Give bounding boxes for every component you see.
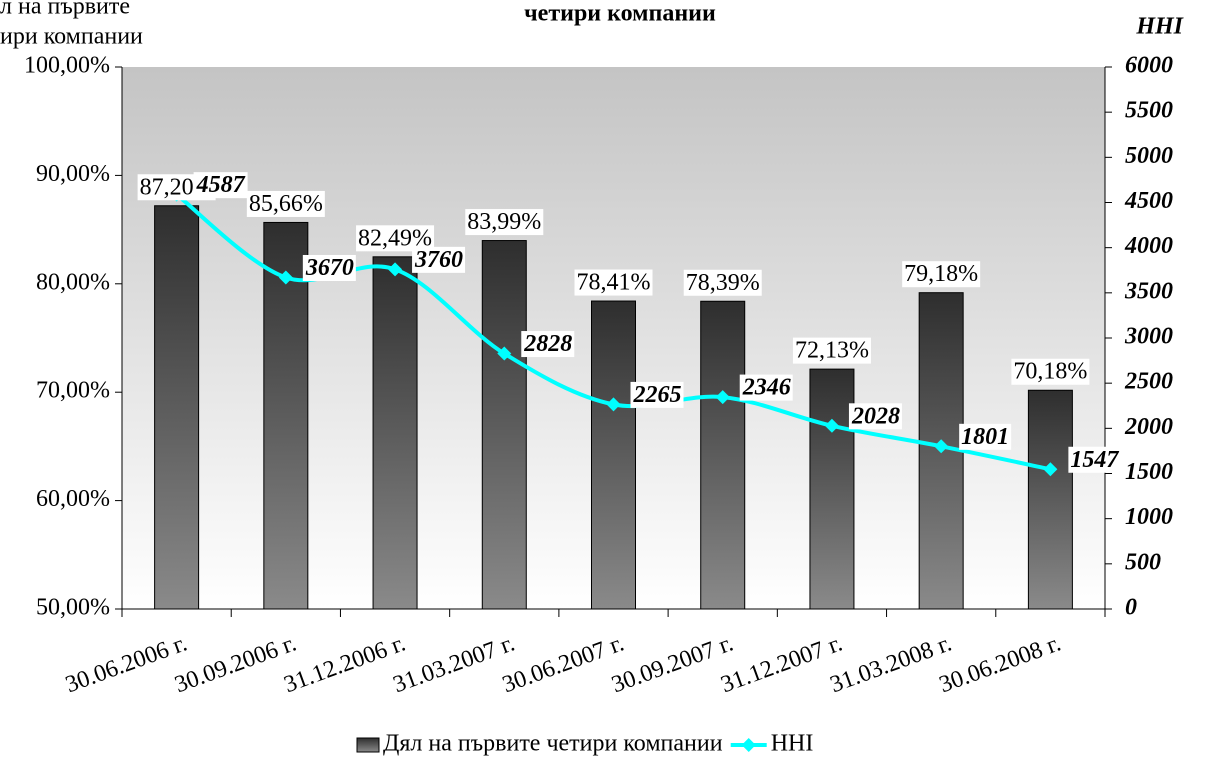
data-label: 70,18% (1013, 359, 1087, 385)
data-label: 78,41% (577, 270, 651, 296)
label-box (630, 381, 684, 408)
bar (263, 221, 309, 610)
label-box (792, 337, 871, 364)
data-label: 2828 (523, 331, 572, 357)
label-box (848, 403, 902, 430)
y2-tick-label: 2500 (1124, 369, 1173, 395)
bar (591, 300, 636, 610)
y-tick-label: 80,00% (36, 269, 110, 295)
label-box (1068, 446, 1122, 473)
y2-tick-label: 0 (1125, 595, 1137, 621)
label-box (465, 209, 544, 236)
legend-label: Дял на първите четири компании (383, 731, 723, 757)
bar (809, 368, 855, 610)
legend-marker (741, 738, 756, 752)
bar (372, 256, 418, 610)
bar (1027, 389, 1073, 610)
x-tick-label: 31.12.2006 г. (281, 630, 409, 698)
y-tick-label: 100,00% (24, 53, 110, 79)
label-box (246, 190, 325, 217)
x-tick-label: 30.06.2008 г. (936, 630, 1064, 698)
marker (934, 439, 949, 454)
marker (715, 390, 730, 405)
y2-tick-label: 500 (1125, 549, 1161, 575)
label-box (521, 331, 575, 358)
chart-title: четири компании (524, 1, 716, 27)
x-tick-label: 31.03.2008 г. (827, 630, 955, 698)
x-tick-label: 30.06.2007 г. (499, 630, 627, 698)
data-label: 85,66% (249, 191, 323, 217)
data-label: 72,13% (795, 338, 869, 364)
y-tick-label: 90,00% (36, 161, 110, 187)
data-label: 2265 (633, 382, 682, 408)
label-box (193, 172, 248, 199)
x-tick-label: 31.03.2007 г. (390, 630, 518, 698)
data-label: 83,99% (467, 209, 541, 235)
y2-tick-label: 2000 (1124, 414, 1173, 440)
marker (497, 346, 512, 361)
x-tick-label: 30.09.2006 г. (171, 630, 299, 698)
label-box (1011, 358, 1090, 385)
bar (481, 240, 527, 610)
y2-tick-label: 5000 (1125, 143, 1173, 169)
y2-tick-label: 3000 (1124, 324, 1173, 350)
y-tick-label: 50,00% (36, 595, 110, 621)
data-label: 1547 (1070, 447, 1119, 473)
marker (278, 270, 293, 285)
x-tick-label: 30.06.2006 г. (62, 630, 190, 698)
y2-tick-label: 3500 (1124, 278, 1173, 304)
y2-tick-label: 4000 (1124, 233, 1173, 259)
label-box (412, 246, 466, 273)
marker (388, 262, 403, 277)
x-tick-label: 31.12.2007 г. (718, 630, 846, 698)
bar (154, 205, 200, 610)
label-box (574, 269, 653, 296)
data-label: 2028 (851, 403, 900, 429)
bar (700, 300, 746, 610)
label-box (739, 374, 793, 401)
data-label: 1801 (961, 424, 1009, 450)
data-label: 79,18% (904, 261, 978, 287)
y2-tick-label: 4500 (1124, 188, 1173, 214)
marker (824, 418, 839, 433)
y2-tick-label: 5500 (1125, 98, 1173, 124)
data-label: 4587 (196, 172, 246, 198)
data-label: 3760 (414, 247, 463, 273)
marker (1043, 462, 1058, 477)
label-box (959, 423, 1012, 450)
y-tick-label: 70,00% (36, 378, 110, 404)
y2-tick-label: 1500 (1125, 459, 1173, 485)
label-box (302, 254, 356, 281)
y-tick-label: 60,00% (36, 486, 110, 512)
legend-swatch (356, 737, 380, 753)
y2-tick-label: 6000 (1125, 53, 1173, 79)
y-axis-label: ири компании (0, 24, 143, 50)
legend-label: HHI (771, 731, 814, 757)
data-label: 2346 (742, 375, 791, 401)
data-label: 3670 (305, 255, 354, 281)
label-box (683, 269, 762, 296)
marker (606, 397, 621, 412)
data-label: 78,39% (686, 270, 760, 296)
y-axis-label: л на първите (0, 0, 130, 20)
x-tick-label: 30.09.2007 г. (608, 630, 736, 698)
y2-tick-label: 1000 (1125, 504, 1173, 530)
y2-axis-label: HHI (1135, 14, 1184, 40)
label-box (902, 261, 981, 288)
